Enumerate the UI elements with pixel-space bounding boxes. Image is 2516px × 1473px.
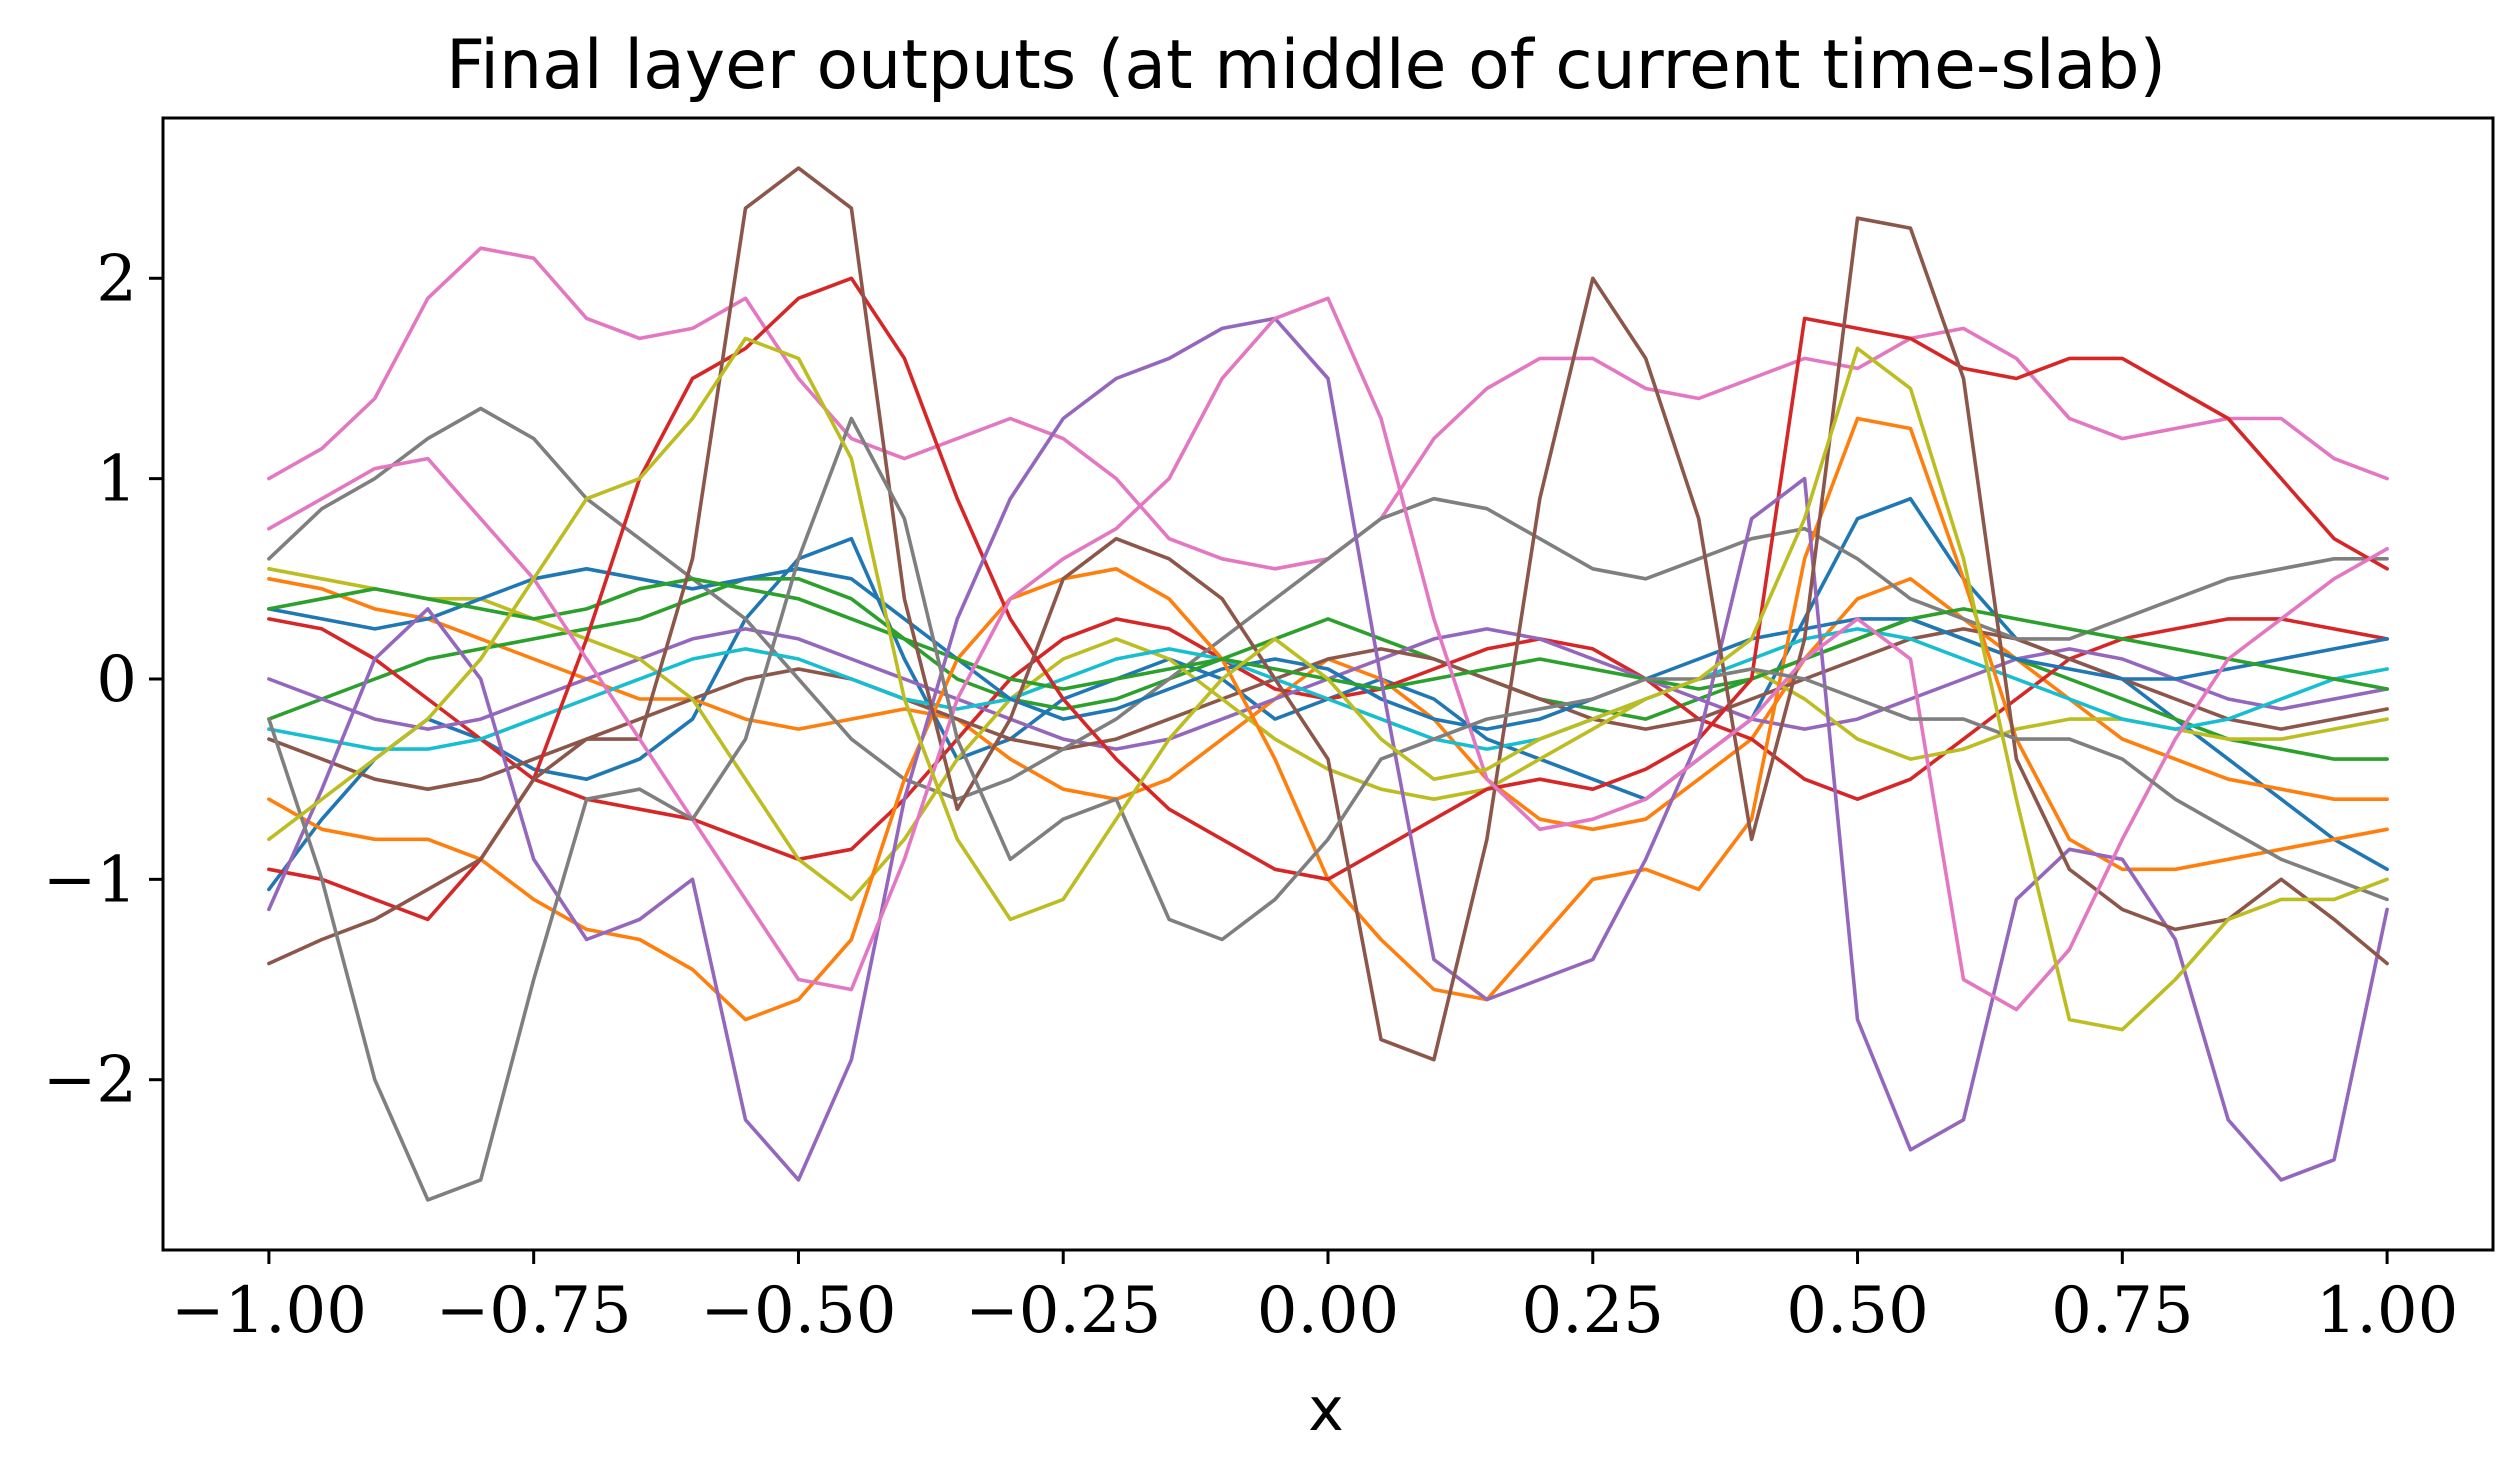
series-line-15 xyxy=(267,316,2389,1182)
y-tick-label: −2 xyxy=(43,1044,137,1118)
x-tick-label: −0.75 xyxy=(436,1274,632,1348)
series-line-18 xyxy=(267,416,2389,1202)
y-tick-label: 2 xyxy=(96,242,137,316)
series-line-17 xyxy=(267,296,2389,1012)
series-line-19 xyxy=(267,336,2389,1032)
x-tick-label: 1.00 xyxy=(2316,1274,2459,1348)
series-line-14 xyxy=(267,276,2389,922)
series-line-7 xyxy=(267,246,2389,571)
series-line-3 xyxy=(267,577,2389,761)
series-line-6 xyxy=(267,627,2389,791)
y-tick-label: −1 xyxy=(43,843,137,917)
x-tick-label: 0.25 xyxy=(1522,1274,1665,1348)
x-tick-label: 0.50 xyxy=(1786,1274,1929,1348)
x-tick-label: 0.75 xyxy=(2051,1274,2194,1348)
y-tick-label: 1 xyxy=(96,443,137,517)
x-tick-label: −0.25 xyxy=(965,1274,1161,1348)
series-line-16 xyxy=(267,166,2389,1062)
y-axis: −2 −1 0 1 2 xyxy=(43,242,163,1118)
x-axis: −1.00 −0.75 −0.50 −0.25 0.00 0.25 0.50 0.75 1.00 xyxy=(171,1250,2458,1348)
axes-frame xyxy=(161,116,2495,1252)
series-line-11 xyxy=(267,567,2389,731)
x-tick-label: −1.00 xyxy=(171,1274,367,1348)
series-line-10 xyxy=(267,627,2389,751)
series-layer xyxy=(267,166,2389,1202)
series-line-8 xyxy=(267,406,2389,801)
series-line-2 xyxy=(267,577,2389,832)
series-line-5 xyxy=(267,627,2389,751)
y-tick-label: 0 xyxy=(96,643,137,717)
x-tick-label: −0.50 xyxy=(700,1274,896,1348)
chart-title: Final layer outputs (at middle of curren… xyxy=(446,26,2166,105)
x-axis-label: x xyxy=(1308,1375,1344,1445)
plot-area xyxy=(161,116,2495,1252)
series-line-9 xyxy=(267,567,2389,902)
x-tick-label: 0.00 xyxy=(1257,1274,1400,1348)
